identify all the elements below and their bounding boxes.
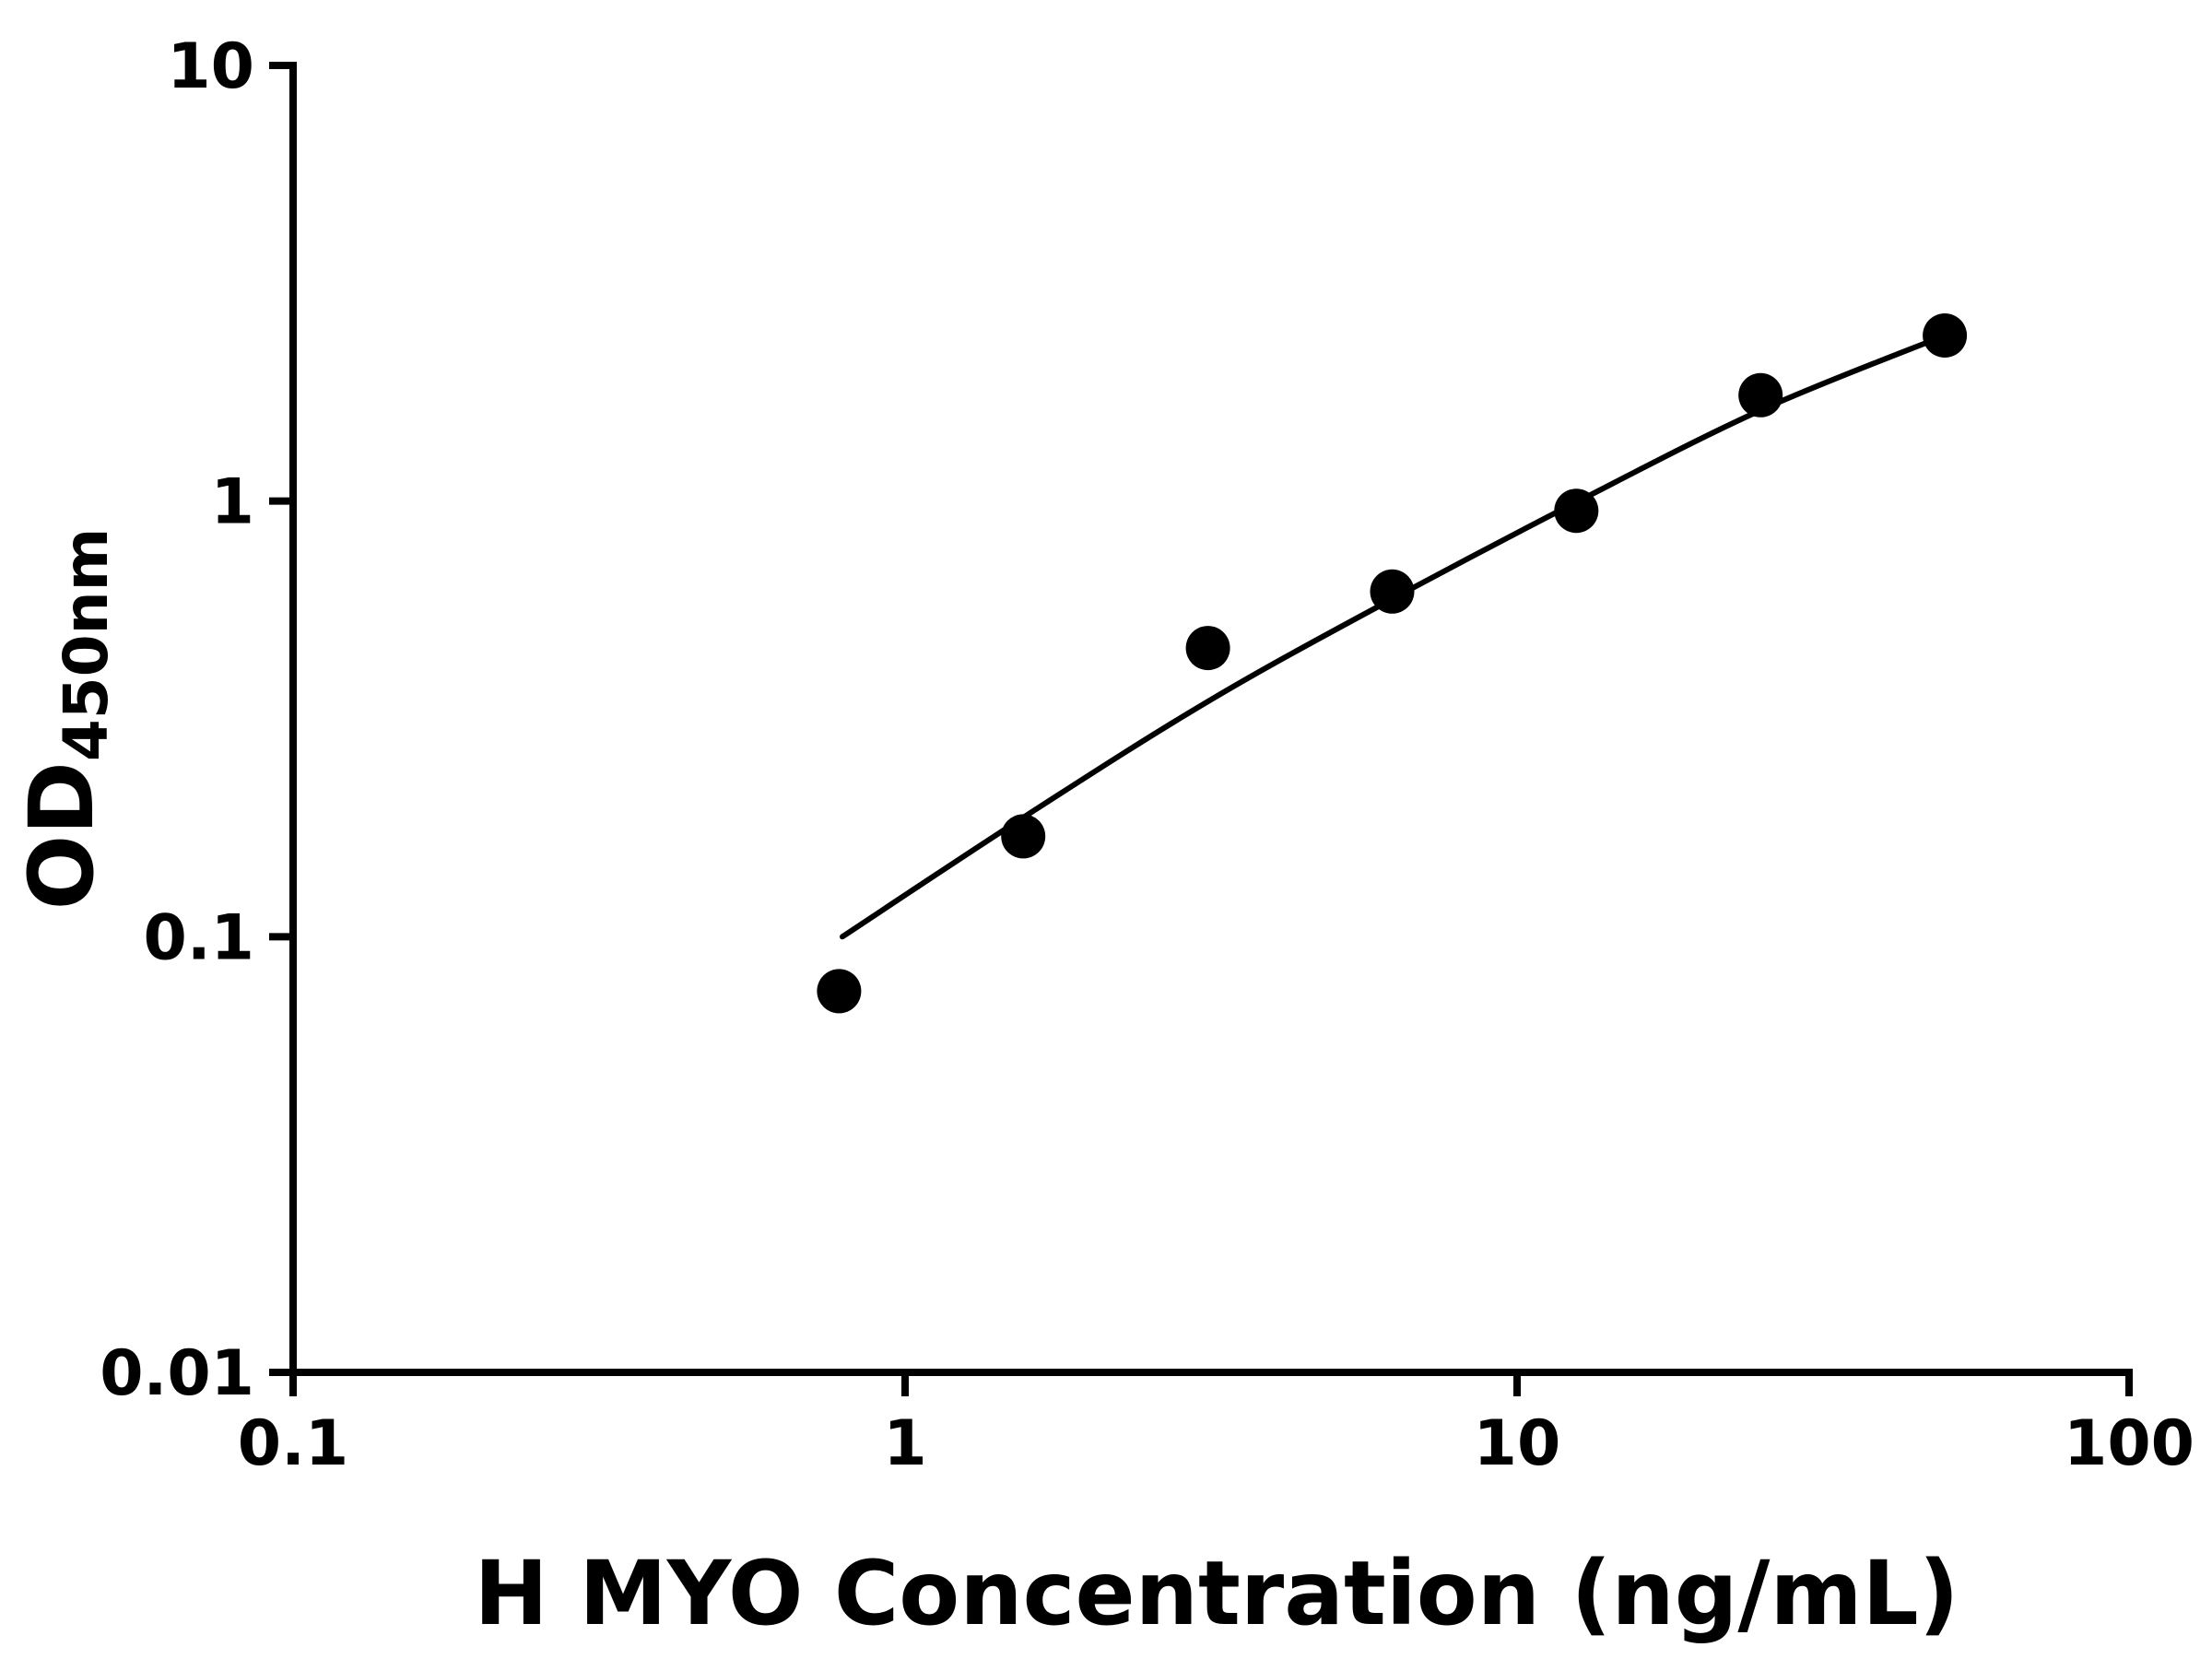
y-tick-label: 1 (211, 466, 254, 539)
x-tick-label: 1 (883, 1407, 926, 1480)
y-tick-label: 0.1 (144, 901, 254, 974)
y-axis-label: OD450nm (10, 528, 122, 911)
x-tick-label: 0.1 (238, 1407, 348, 1480)
data-point (1738, 372, 1783, 418)
data-point (1370, 569, 1415, 614)
y-tick-label: 0.01 (100, 1337, 254, 1410)
axes-spines (289, 62, 2133, 1376)
data-point (1001, 814, 1046, 859)
x-tick-label: 10 (1474, 1407, 1561, 1480)
y-axis-label-main: OD (10, 761, 113, 910)
x-axis-label: H MYO Concentration (ng/mL) (474, 1542, 1959, 1645)
data-point (1185, 626, 1230, 671)
data-point (1554, 488, 1599, 534)
data-point (817, 969, 862, 1014)
y-axis-label-sub: 450nm (51, 528, 122, 762)
y-tick-label: 10 (167, 30, 254, 103)
data-point (1923, 313, 1968, 358)
x-tick-label: 100 (2064, 1407, 2194, 1480)
